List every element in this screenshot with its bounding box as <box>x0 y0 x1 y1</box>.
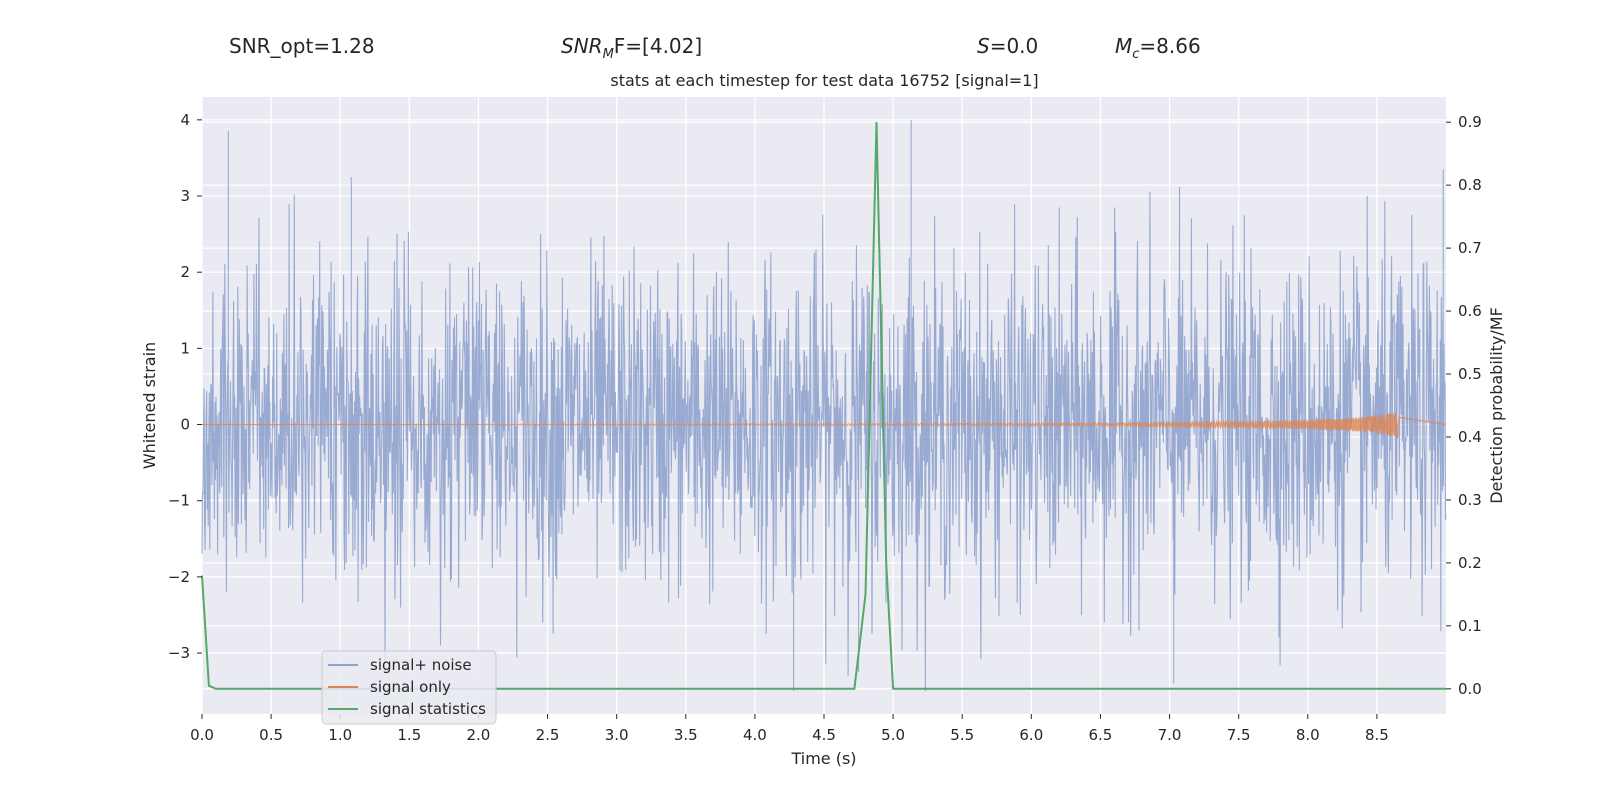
legend-box <box>321 650 497 725</box>
y2-axis-label: Detection probability/MF <box>1487 307 1506 504</box>
x-tick-label: 1.5 <box>397 726 421 744</box>
x-tick-label: 7.5 <box>1227 726 1251 744</box>
series-signal-only <box>202 411 1447 439</box>
y2-tick-label: 0.0 <box>1458 680 1482 698</box>
y2-tick-label: 0.4 <box>1458 428 1482 446</box>
y2-tick-label: 0.3 <box>1458 491 1482 509</box>
series-signal-noise <box>201 119 1447 692</box>
x-tick-label: 3.0 <box>605 726 629 744</box>
y-tick-label: 2 <box>180 263 190 281</box>
y2-tick-label: 0.7 <box>1458 239 1482 257</box>
y2-axis: 0.9 0.8 0.7 0.6 0.5 0.4 0.3 0.2 0.1 0.0 <box>1446 113 1482 698</box>
y2-tick-label: 0.9 <box>1458 113 1482 131</box>
y-tick-label: 0 <box>180 416 190 434</box>
legend-label-signal-statistics: signal statistics <box>370 700 486 718</box>
y-tick-label: −1 <box>168 492 190 510</box>
s-label: S=0.0 <box>977 34 1039 58</box>
y2-tick-label: 0.2 <box>1458 554 1482 572</box>
x-axis-label: Time (s) <box>790 749 856 768</box>
y2-tick-label: 0.8 <box>1458 176 1482 194</box>
x-tick-label: 0.0 <box>190 726 214 744</box>
x-tick-label: 0.5 <box>259 726 283 744</box>
x-tick-label: 8.0 <box>1296 726 1320 744</box>
x-tick-label: 6.0 <box>1019 726 1043 744</box>
x-tick-label: 4.0 <box>743 726 767 744</box>
y-tick-label: 3 <box>180 187 190 205</box>
y2-tick-label: 0.6 <box>1458 302 1482 320</box>
legend-label-signal-only: signal only <box>370 678 451 696</box>
x-tick-label: 4.5 <box>812 726 836 744</box>
y2-tick-label: 0.5 <box>1458 365 1482 383</box>
y-axis-label: Whitened strain <box>140 342 159 469</box>
x-tick-label: 2.0 <box>467 726 491 744</box>
x-tick-label: 7.0 <box>1158 726 1182 744</box>
x-tick-label: 6.5 <box>1089 726 1113 744</box>
y-tick-label: 1 <box>180 339 190 357</box>
mc-label: Mc=8.66 <box>1115 34 1201 62</box>
chart-title: stats at each timestep for test data 167… <box>610 71 1039 90</box>
snr-opt-label: SNR_opt=1.28 <box>229 34 375 58</box>
y-tick-label: −3 <box>168 644 190 662</box>
x-tick-label: 2.5 <box>536 726 560 744</box>
x-tick-label: 3.5 <box>674 726 698 744</box>
y-tick-label: 4 <box>180 111 190 129</box>
series-signal-statistics <box>201 122 1446 690</box>
y2-tick-label: 0.1 <box>1458 617 1482 635</box>
legend-label-signal-noise: signal+ noise <box>370 656 472 674</box>
snr-mf-label: SNRMF=[4.02] <box>561 34 703 62</box>
legend: signal+ noise signal only signal statist… <box>321 650 497 725</box>
x-tick-label: 8.5 <box>1365 726 1389 744</box>
x-tick-label: 5.5 <box>950 726 974 744</box>
x-axis: 0.0 0.5 1.0 1.5 2.0 2.5 3.0 3.5 4.0 4.5 5.0 5.5 6.0 6… <box>190 714 1389 744</box>
x-tick-label: 5.0 <box>881 726 905 744</box>
y-tick-label: −2 <box>168 568 190 586</box>
y-axis: 4 3 2 1 0 −1 −2 −3 <box>168 111 202 662</box>
x-tick-label: 1.0 <box>328 726 352 744</box>
